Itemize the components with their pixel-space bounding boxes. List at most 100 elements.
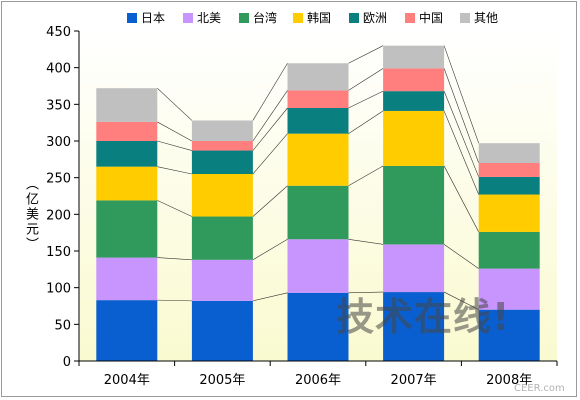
connector-line <box>157 140 192 151</box>
y-tick-label: 0 <box>63 355 71 370</box>
connector-line <box>443 45 479 144</box>
bar-segment-4-2 <box>191 174 253 217</box>
legend: 日本 北美 台湾 韩国 欧洲 中国 其他 <box>127 10 498 25</box>
legend-label: 其他 <box>474 11 498 25</box>
legend-swatch <box>127 13 137 23</box>
watermark: 技术在线! <box>336 286 510 341</box>
legend-swatch <box>183 13 193 23</box>
connector-line <box>252 239 288 261</box>
y-tick-label: 100 <box>46 282 71 297</box>
connector-line <box>157 299 192 302</box>
y-tick-label: 400 <box>46 62 71 77</box>
bar-segment-1-4 <box>383 292 445 361</box>
connector-lines <box>157 45 479 310</box>
connector-line <box>348 90 384 109</box>
legend-swatch <box>460 13 470 23</box>
legend-item-4: 韩国 <box>293 10 331 25</box>
legend-label: 北美 <box>197 11 221 25</box>
legend-label: 欧洲 <box>363 11 387 25</box>
connector-line <box>443 291 479 310</box>
bar-segment-4-5 <box>478 194 540 232</box>
x-tick-label: 2008年 <box>486 373 532 388</box>
legend-label: 台湾 <box>253 10 277 25</box>
bar-segment-1-3 <box>287 292 349 361</box>
legend-swatch <box>293 13 303 23</box>
legend-label: 日本 <box>141 11 165 25</box>
bar-segment-7-5 <box>478 143 540 163</box>
x-tick-label: 2007年 <box>391 373 437 388</box>
bar-segment-3-2 <box>191 216 253 260</box>
x-tick-labels: 2004年 2005年 2006年 2007年 2008年 <box>104 373 532 388</box>
bar-segment-3-3 <box>287 185 349 240</box>
watermark-url: CEER.com <box>514 383 565 394</box>
legend-item-1: 日本 <box>127 11 165 25</box>
connector-line <box>252 90 288 142</box>
connector-line <box>348 45 384 64</box>
connector-line <box>252 185 288 217</box>
connector-line <box>157 257 192 261</box>
bar-segment-7-4 <box>383 45 445 69</box>
bar-segment-7-3 <box>287 63 349 91</box>
bar-segment-4-3 <box>287 133 349 186</box>
legend-swatch <box>239 13 249 23</box>
bar-segment-6-5 <box>478 163 540 177</box>
connector-line <box>252 63 288 121</box>
y-tick-label: 300 <box>46 135 71 150</box>
bar-segment-3-5 <box>478 231 540 269</box>
legend-item-7: 其他 <box>460 11 498 25</box>
y-tick-label: 150 <box>46 245 71 260</box>
bar-segment-4-4 <box>383 110 445 166</box>
y-axis-label: （亿美元） <box>23 177 38 252</box>
connector-line <box>157 121 193 142</box>
bar-segment-2-5 <box>478 268 540 310</box>
bar-segment-2-3 <box>287 239 349 293</box>
connector-line <box>157 166 192 175</box>
axes <box>74 30 558 366</box>
connector-line <box>157 87 193 121</box>
legend-swatch <box>349 13 359 23</box>
bar-segment-1-2 <box>191 300 253 361</box>
bars <box>96 45 540 361</box>
connector-line <box>348 238 384 245</box>
bar-segment-3-1 <box>96 200 158 258</box>
y-tick-label: 350 <box>46 98 71 113</box>
bar-segment-4-1 <box>96 166 158 201</box>
y-tick-labels: 0 50 100 150 200 250 300 350 400 450 <box>46 25 71 370</box>
connector-line <box>348 68 384 91</box>
connector-line <box>252 107 288 151</box>
bar-segment-7-1 <box>96 88 158 122</box>
bar-segment-5-5 <box>478 176 540 195</box>
connector-line <box>252 133 288 175</box>
x-tick-label: 2004年 <box>104 373 150 388</box>
y-tick-label: 450 <box>46 25 71 40</box>
bar-segment-3-4 <box>383 165 445 245</box>
bar-segment-1-1 <box>96 300 158 361</box>
legend-label: 中国 <box>419 10 443 25</box>
connector-line <box>348 291 384 294</box>
y-tick-label: 50 <box>54 318 71 333</box>
bar-segment-7-2 <box>191 120 253 141</box>
x-tick-label: 2006年 <box>295 373 341 388</box>
connector-line <box>443 91 479 178</box>
legend-swatch <box>405 13 415 23</box>
connector-line <box>443 110 479 195</box>
bar-segment-1-5 <box>478 309 540 361</box>
bar-segment-5-1 <box>96 141 158 167</box>
connector-line <box>443 244 479 269</box>
bar-segment-2-2 <box>191 259 253 301</box>
watermark-exclaim: ! <box>492 295 511 339</box>
bar-segment-6-3 <box>287 90 349 108</box>
connector-line <box>348 110 384 134</box>
bar-segment-5-3 <box>287 108 349 134</box>
bar-segment-6-1 <box>96 121 158 141</box>
x-tick-label: 2005年 <box>199 373 245 388</box>
connector-line <box>252 292 288 302</box>
connector-line <box>157 200 193 217</box>
legend-item-3: 台湾 <box>239 10 277 25</box>
bar-segment-2-4 <box>383 244 445 293</box>
legend-item-5: 欧洲 <box>349 11 387 25</box>
bar-segment-2-1 <box>96 257 158 301</box>
watermark-text: 技术在线 <box>336 295 493 339</box>
